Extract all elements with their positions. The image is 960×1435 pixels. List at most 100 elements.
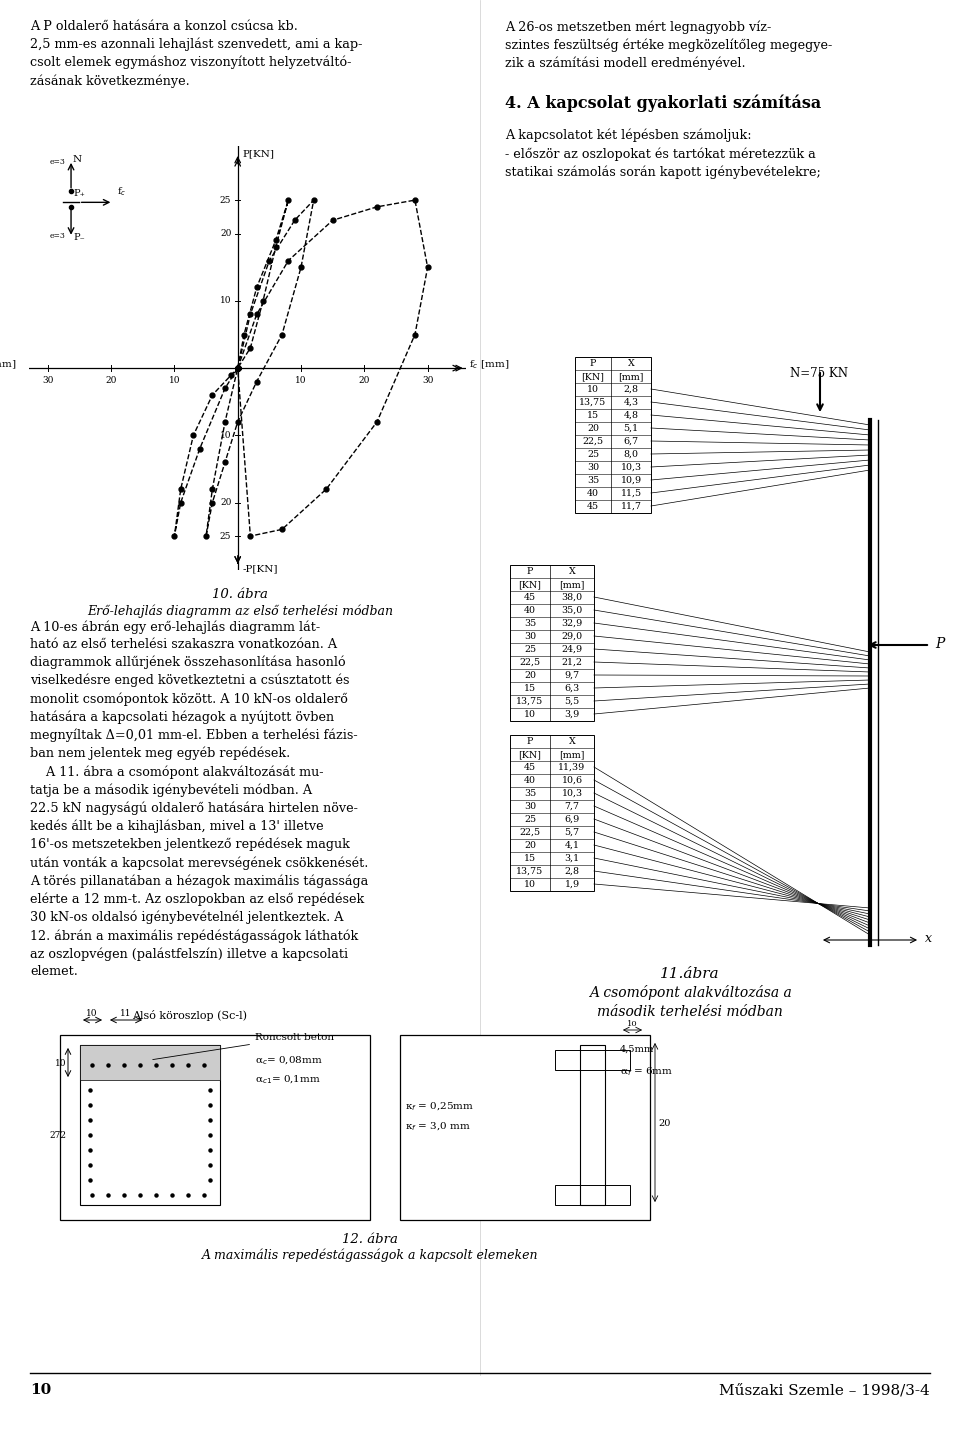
Text: 35: 35 [587,476,599,485]
Text: [mm]: [mm] [560,580,585,588]
Text: 5,7: 5,7 [564,828,580,837]
Text: 6,3: 6,3 [564,684,580,693]
Text: N: N [73,155,83,164]
Text: 10: 10 [55,1059,66,1068]
Text: 32,9: 32,9 [562,618,583,629]
Text: 24,9: 24,9 [562,644,583,654]
Text: 38,0: 38,0 [562,593,583,603]
Text: e=3: e=3 [49,232,65,240]
Text: 8,0: 8,0 [623,451,638,459]
Text: 20: 20 [106,376,117,385]
Text: 10: 10 [524,710,536,719]
Text: 20: 20 [524,672,536,680]
Text: 20: 20 [587,423,599,433]
Text: 25: 25 [220,195,231,205]
Bar [555,1050,630,1071]
Text: -P[KN]: -P[KN] [243,564,278,573]
Text: 12. ábra: 12. ábra [342,1233,398,1246]
Text: 10: 10 [220,430,231,439]
Text: 10,9: 10,9 [620,476,641,485]
Text: 22,5: 22,5 [519,659,540,667]
Text: 10,3: 10,3 [562,789,583,798]
Text: 30: 30 [42,376,54,385]
Text: 272: 272 [49,1131,66,1139]
Text: 4,3: 4,3 [623,397,638,408]
Text: 35,0: 35,0 [562,606,583,616]
Text: f$_c$ [mm]: f$_c$ [mm] [0,359,16,372]
Text: [mm]: [mm] [618,372,644,382]
Text: P₋: P₋ [73,234,84,243]
Text: 4,5mm: 4,5mm [620,1045,655,1053]
Bar [510,565,594,720]
Text: 10: 10 [627,1020,637,1027]
Text: f$_c$ [mm]: f$_c$ [mm] [468,359,509,372]
Text: 13,75: 13,75 [580,397,607,408]
Text: P: P [935,637,945,651]
Text: 20: 20 [658,1118,670,1128]
Text: 30: 30 [524,631,536,641]
Text: 10: 10 [220,297,231,306]
Text: X: X [628,359,635,367]
Bar [80,1045,220,1205]
Text: 3,9: 3,9 [564,710,580,719]
Text: N=75 KN: N=75 KN [790,367,848,380]
Text: 5,1: 5,1 [623,423,638,433]
Text: 10: 10 [524,880,536,890]
Text: A kapcsolatot két lépésben számoljuk:
- először az oszlopokat és tartókat mérete: A kapcsolatot két lépésben számoljuk: - … [505,129,821,179]
Text: e=3: e=3 [49,158,65,165]
Text: 10: 10 [86,1009,98,1017]
Text: P: P [527,567,533,575]
Text: 20: 20 [524,841,536,850]
Text: A csomópont alakváltozása a
második terhelési módban: A csomópont alakváltozása a második terh… [588,984,791,1019]
Text: [KN]: [KN] [518,580,541,588]
Text: 22,5: 22,5 [519,828,540,837]
Text: 10: 10 [30,1383,51,1398]
Text: 25: 25 [220,531,231,541]
Text: 21,2: 21,2 [562,659,583,667]
Text: 40: 40 [524,606,536,616]
Text: 20: 20 [220,498,231,507]
Text: κ$_f$ = 3,0 mm: κ$_f$ = 3,0 mm [405,1119,470,1132]
Text: A 10-es ábrán egy erő-lehajlás diagramm lát-
ható az első terhelési szakaszra vo: A 10-es ábrán egy erő-lehajlás diagramm … [30,620,369,979]
Text: 10: 10 [296,376,307,385]
Text: α$_c$= 0,08mm: α$_c$= 0,08mm [255,1053,323,1066]
Text: 22,5: 22,5 [583,438,604,446]
Text: 10,6: 10,6 [562,776,583,785]
Text: 11: 11 [120,1009,132,1017]
Text: 7,7: 7,7 [564,802,580,811]
Text: 45: 45 [524,763,536,772]
Bar [80,1045,220,1081]
Text: 6,7: 6,7 [623,438,638,446]
Text: 11,7: 11,7 [620,502,641,511]
Text: 6,9: 6,9 [564,815,580,824]
Text: 15: 15 [524,854,536,862]
Text: 30: 30 [524,802,536,811]
Text: 35: 35 [524,618,536,629]
Text: 4,1: 4,1 [564,841,580,850]
Text: [KN]: [KN] [518,751,541,759]
Text: 4. A kapcsolat gyakorlati számítása: 4. A kapcsolat gyakorlati számítása [505,95,821,112]
Bar [400,1035,650,1220]
Text: 35: 35 [524,789,536,798]
Bar [575,357,651,512]
Text: 10. ábra: 10. ábra [212,588,268,601]
Text: 30: 30 [422,376,433,385]
Text: f$_c$: f$_c$ [117,185,127,198]
Text: 45: 45 [587,502,599,511]
Text: 9,7: 9,7 [564,672,580,680]
Text: 10: 10 [587,385,599,395]
Text: 25: 25 [524,815,536,824]
Text: 20: 20 [220,230,231,238]
Text: 40: 40 [524,776,536,785]
Text: α$_{c1}$= 0,1mm: α$_{c1}$= 0,1mm [255,1073,321,1086]
Text: 20: 20 [359,376,370,385]
Text: 11,5: 11,5 [620,489,641,498]
Text: 25: 25 [524,644,536,654]
Text: X: X [568,738,575,746]
Text: 3,1: 3,1 [564,854,580,862]
Bar [510,735,594,891]
Text: P₊: P₊ [73,188,84,198]
Text: α$_f$ = 6mm: α$_f$ = 6mm [620,1065,673,1078]
Text: 10: 10 [169,376,180,385]
Text: Roncsolt beton: Roncsolt beton [153,1033,334,1059]
